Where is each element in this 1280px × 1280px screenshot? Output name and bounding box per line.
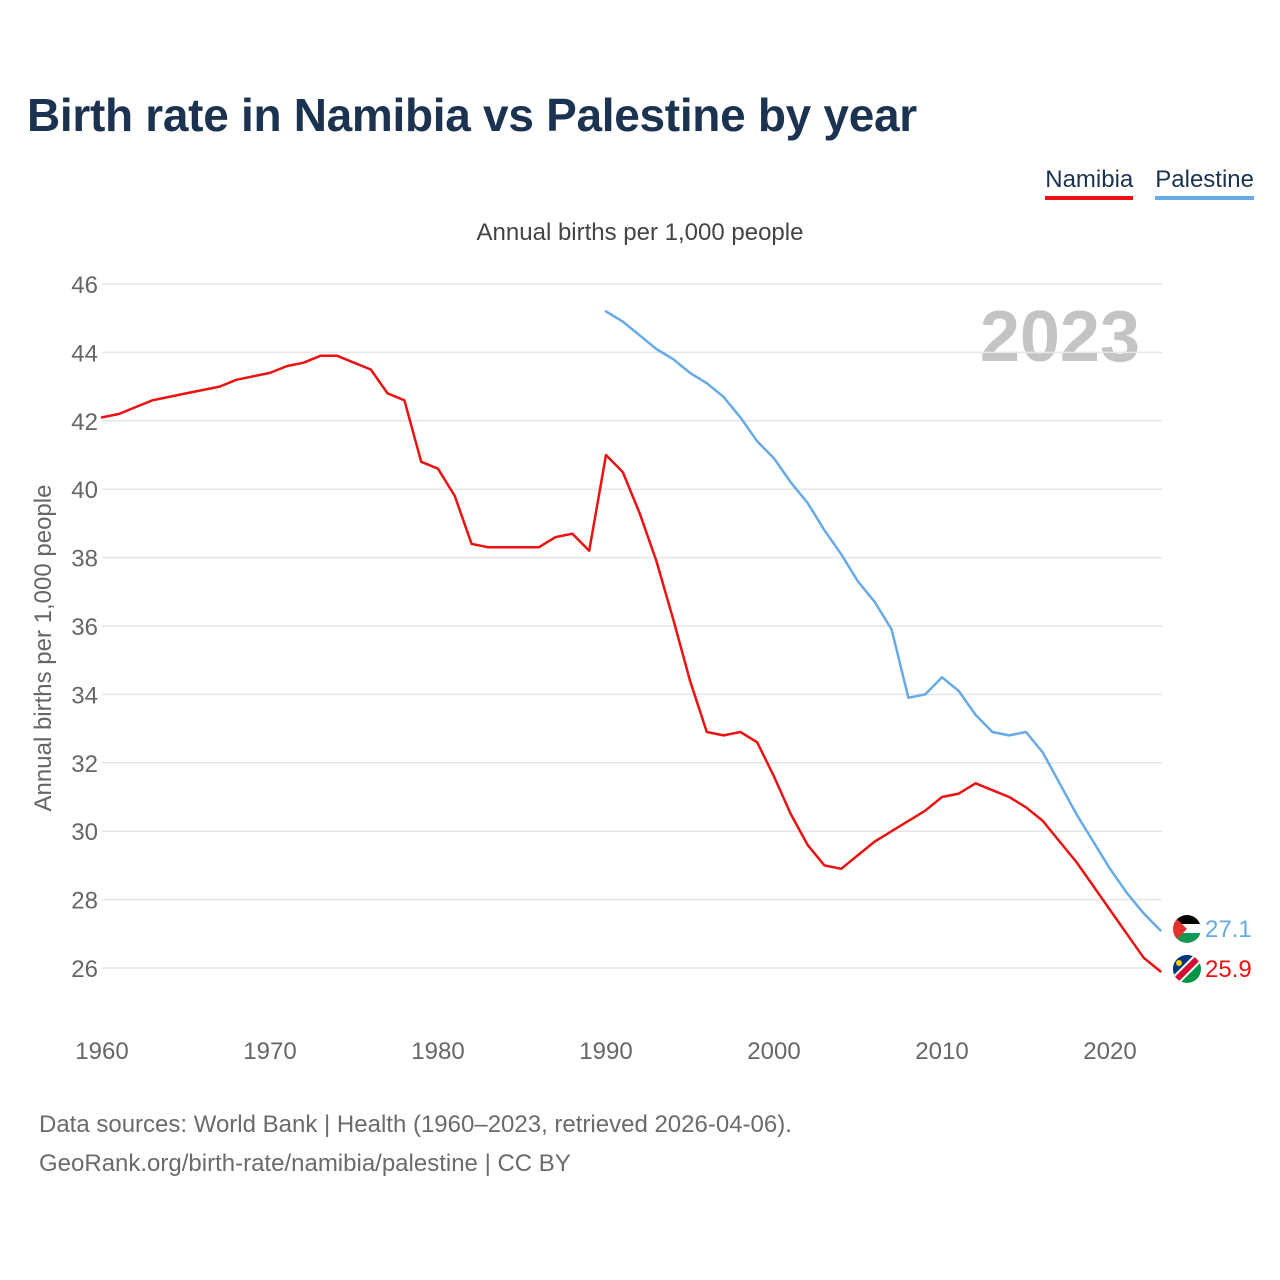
x-tick-label: 2020 — [1083, 1038, 1136, 1065]
x-tick-label: 2000 — [747, 1038, 800, 1065]
legend-namibia[interactable]: Namibia — [1045, 166, 1134, 200]
series-lines — [100, 310, 1162, 973]
y-axis-label: Annual births per 1,000 people — [30, 485, 57, 812]
y-tick-label: 32 — [71, 751, 98, 778]
x-tick-label: 1960 — [75, 1038, 128, 1065]
y-tick-label: 44 — [71, 340, 98, 367]
legend: Namibia Palestine — [1045, 166, 1254, 200]
y-tick-label: 40 — [71, 477, 98, 504]
x-tick-label: 1980 — [411, 1038, 464, 1065]
footer-source: Data sources: World Bank | Health (1960–… — [39, 1111, 792, 1138]
namibia-end-label: 25.9 — [1205, 956, 1252, 983]
footer-link[interactable]: GeoRank.org/birth-rate/namibia/palestine… — [39, 1150, 571, 1177]
gridlines — [102, 283, 1162, 969]
legend-palestine[interactable]: Palestine — [1155, 166, 1254, 200]
y-axis-ticks: 26 28 30 32 34 36 38 40 42 44 46 — [71, 272, 98, 983]
y-tick-label: 38 — [71, 546, 98, 573]
palestine-flag-icon — [1173, 915, 1201, 943]
y-tick-label: 36 — [71, 614, 98, 641]
y-tick-label: 30 — [71, 819, 98, 846]
x-tick-label: 2010 — [915, 1038, 968, 1065]
x-tick-label: 1970 — [243, 1038, 296, 1065]
y-tick-label: 34 — [71, 682, 98, 709]
year-watermark: 2023 — [980, 297, 1140, 377]
x-axis-ticks: 1960 1970 1980 1990 2000 2010 2020 — [75, 1038, 1136, 1065]
x-tick-label: 1990 — [579, 1038, 632, 1065]
y-tick-label: 28 — [71, 888, 98, 915]
chart-title: Birth rate in Namibia vs Palestine by ye… — [27, 89, 917, 141]
series-line-palestine[interactable] — [604, 310, 1162, 932]
chart-subtitle: Annual births per 1,000 people — [477, 219, 804, 246]
y-tick-label: 42 — [71, 409, 98, 436]
namibia-flag-icon — [1173, 955, 1201, 983]
y-tick-label: 46 — [71, 272, 98, 299]
footer: Data sources: World Bank | Health (1960–… — [39, 1105, 792, 1183]
series-line-namibia[interactable] — [100, 354, 1162, 973]
palestine-end-label: 27.1 — [1205, 916, 1252, 943]
y-tick-label: 26 — [71, 956, 98, 983]
